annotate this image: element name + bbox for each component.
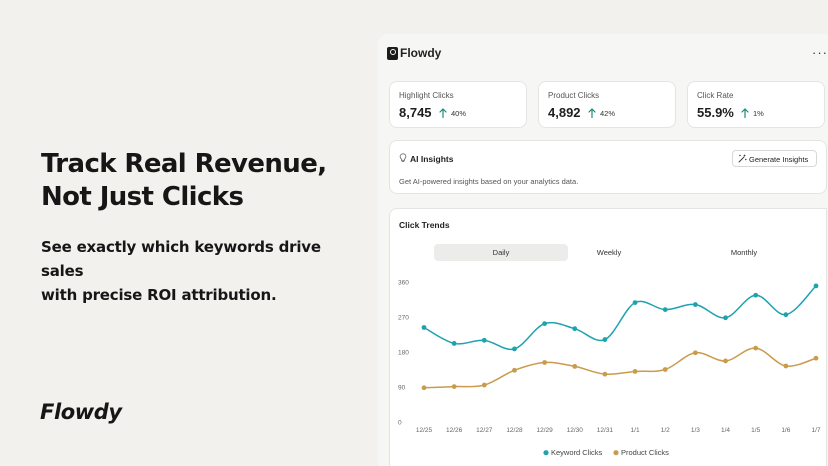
data-point xyxy=(602,337,608,342)
arrow-up-icon xyxy=(439,108,447,118)
stat-label: Click Rate xyxy=(697,91,734,100)
insights-description: Get AI-powered insights based on your an… xyxy=(399,177,579,186)
insights-title: AI Insights xyxy=(410,154,454,164)
hero: Track Real Revenue, Not Just Clicks See … xyxy=(41,148,361,307)
brand-logo: Flowdy xyxy=(40,400,122,424)
x-tick-label: 12/25 xyxy=(416,427,433,434)
dashboard-window: Flowdy ··· Highlight Clicks 8,745 40% Pr… xyxy=(378,34,828,466)
stat-label: Highlight Clicks xyxy=(399,91,454,100)
stat-value: 8,745 xyxy=(399,105,432,120)
stat-value: 55.9% xyxy=(697,105,734,120)
legend-marker xyxy=(613,450,619,456)
hero-subtitle: See exactly which keywords drive sales w… xyxy=(41,238,321,304)
x-tick-label: 12/27 xyxy=(476,427,493,434)
x-tick-label: 12/28 xyxy=(506,427,523,434)
data-point xyxy=(451,341,457,346)
stat-card-click-rate: Click Rate 55.9% 1% xyxy=(687,81,825,128)
hero-title: Track Real Revenue, Not Just Clicks xyxy=(41,149,327,212)
data-point xyxy=(692,350,698,356)
x-tick-label: 12/26 xyxy=(446,427,463,434)
data-point xyxy=(692,302,698,307)
data-point xyxy=(512,346,517,352)
arrow-up-icon xyxy=(588,108,596,118)
data-point xyxy=(542,321,548,327)
ai-insights-card: AI Insights Get AI-powered insights base… xyxy=(389,140,827,194)
more-options-icon[interactable]: ··· xyxy=(812,45,828,60)
generate-insights-label: Generate Insights xyxy=(749,155,809,164)
app-name: Flowdy xyxy=(400,46,442,60)
data-point xyxy=(783,363,789,369)
click-trends-chart: 0 90 180 270 360 12/25 12/26 12/27 12/28 12/29 12/… xyxy=(398,280,821,458)
stat-change: 1% xyxy=(753,109,764,118)
stat-change: 42% xyxy=(600,109,616,118)
data-point xyxy=(602,371,608,377)
data-point xyxy=(572,363,578,369)
data-point xyxy=(481,382,487,388)
data-point xyxy=(783,312,789,318)
data-point xyxy=(421,325,427,330)
data-point xyxy=(753,345,759,351)
data-point xyxy=(632,300,638,306)
app-header: Flowdy ··· xyxy=(378,34,828,74)
data-point xyxy=(662,307,668,313)
x-tick-label: 12/30 xyxy=(567,427,584,434)
series-line-product-clicks xyxy=(423,347,817,389)
click-trends-card: Click Trends Daily Weekly Monthly 0 90 180… xyxy=(389,208,827,466)
stat-card-product-clicks: Product Clicks 4,892 42% xyxy=(538,81,676,128)
app-logo-icon xyxy=(387,47,398,60)
data-point xyxy=(723,358,728,364)
arrow-up-icon xyxy=(741,108,749,118)
data-point xyxy=(512,367,517,373)
y-tick-label: 360 xyxy=(398,280,409,287)
data-point xyxy=(572,326,578,332)
data-point xyxy=(723,315,728,321)
x-tick-label: 1/4 xyxy=(721,427,730,434)
stat-label: Product Clicks xyxy=(548,91,600,100)
x-tick-label: 1/5 xyxy=(751,427,760,434)
legend-label: Keyword Clicks xyxy=(551,448,603,457)
generate-insights-button[interactable]: Generate Insights xyxy=(732,150,817,167)
x-tick-label: 1/6 xyxy=(781,427,790,434)
data-point xyxy=(753,292,759,298)
tab-daily[interactable]: Daily xyxy=(434,244,568,261)
magic-wand-icon xyxy=(738,154,747,163)
data-point xyxy=(813,283,819,289)
legend-marker xyxy=(543,450,549,456)
data-point xyxy=(451,384,457,390)
data-point xyxy=(813,355,819,361)
y-tick-label: 180 xyxy=(398,350,409,357)
x-tick-label: 12/29 xyxy=(536,427,553,434)
tab-monthly[interactable]: Monthly xyxy=(730,248,758,257)
data-point xyxy=(542,360,548,365)
x-tick-label: 1/3 xyxy=(691,427,700,434)
x-tick-label: 1/1 xyxy=(631,427,640,434)
y-tick-label: 90 xyxy=(398,385,406,392)
x-tick-label: 12/31 xyxy=(597,427,614,434)
x-tick-label: 1/7 xyxy=(811,427,820,434)
stat-value: 4,892 xyxy=(548,105,581,120)
legend-label: Product Clicks xyxy=(621,448,669,457)
lightbulb-icon xyxy=(399,153,407,162)
data-point xyxy=(662,367,668,372)
data-point xyxy=(632,369,638,374)
y-tick-label: 0 xyxy=(398,420,402,427)
data-point xyxy=(481,337,487,343)
series-line-keyword-clicks xyxy=(423,285,817,351)
stat-change: 40% xyxy=(451,109,467,118)
trends-title: Click Trends xyxy=(399,220,450,230)
tab-weekly[interactable]: Weekly xyxy=(596,248,622,257)
data-point xyxy=(421,385,427,391)
x-tick-label: 1/2 xyxy=(661,427,670,434)
y-tick-label: 270 xyxy=(398,315,409,322)
stat-card-highlight-clicks: Highlight Clicks 8,745 40% xyxy=(389,81,527,128)
